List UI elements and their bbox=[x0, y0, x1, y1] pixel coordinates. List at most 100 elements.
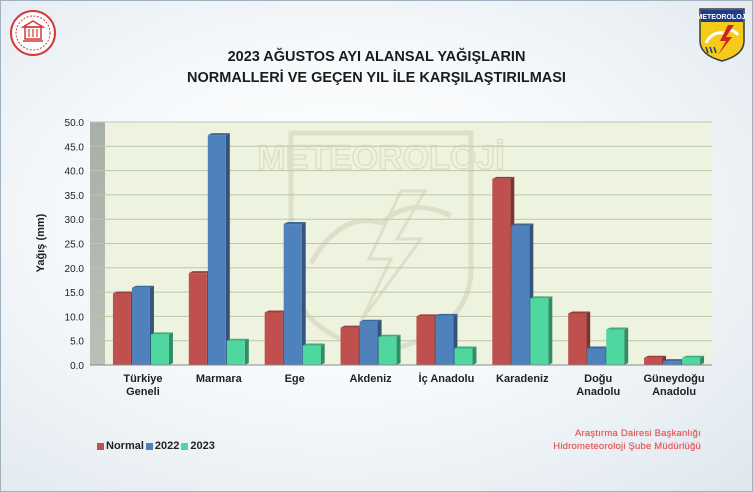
x-tick-label: Karadeniz bbox=[496, 373, 549, 385]
bar-2023-7 bbox=[682, 357, 701, 365]
bar-side bbox=[396, 334, 401, 365]
bar-normal-0 bbox=[112, 293, 131, 365]
x-tick-label: Doğu bbox=[584, 373, 612, 385]
legend-label: 2022 bbox=[154, 440, 180, 452]
bar-2023-5 bbox=[530, 298, 549, 365]
y-tick-label: 45.0 bbox=[65, 142, 85, 153]
y-tick-label: 5.0 bbox=[70, 337, 84, 348]
bar-top bbox=[302, 343, 325, 346]
bar-normal-4 bbox=[416, 316, 435, 365]
y-tick-label: 0.0 bbox=[70, 361, 84, 372]
bar-top bbox=[378, 334, 401, 337]
watermark-text: METEOROLOJİ bbox=[257, 139, 504, 177]
bar-top bbox=[283, 222, 306, 225]
legend-label: Normal bbox=[106, 440, 144, 452]
bar-top bbox=[587, 346, 610, 349]
logo-right-text: METEOROLOJİ bbox=[698, 13, 746, 21]
meteoroloji-logo: METEOROLOJİ bbox=[698, 8, 746, 62]
x-tick-label: Anadolu bbox=[576, 386, 620, 398]
bar-top bbox=[359, 319, 382, 322]
bar-2022-6 bbox=[587, 348, 606, 365]
legend-item-2022: 2022 bbox=[145, 440, 180, 452]
bar-side bbox=[301, 222, 306, 365]
legend-label: 2023 bbox=[190, 440, 215, 452]
bar-top bbox=[454, 346, 477, 349]
bar-top bbox=[435, 313, 458, 316]
bar-side bbox=[244, 338, 249, 365]
bar-normal-6 bbox=[568, 313, 587, 365]
bar-side bbox=[700, 355, 705, 365]
bar-normal-7 bbox=[644, 357, 663, 365]
bar-2022-2 bbox=[283, 224, 302, 365]
x-tick-label: Anadolu bbox=[652, 386, 696, 398]
y-tick-label: 30.0 bbox=[65, 215, 85, 226]
legend-swatch bbox=[97, 442, 104, 450]
footer-branch: Hidrometeoroloji Şube Müdürlüğü bbox=[553, 441, 701, 452]
x-tick-label: Güneydoğu bbox=[644, 373, 705, 385]
bar-2022-0 bbox=[131, 287, 150, 365]
bar-top bbox=[416, 314, 439, 317]
chart-title-line1: 2023 AĞUSTOS AYI ALANSAL YAĞIŞLARIN bbox=[227, 49, 526, 65]
bar-side bbox=[548, 296, 553, 365]
legend-swatch bbox=[145, 442, 153, 450]
bar-2023-1 bbox=[226, 340, 245, 365]
footer-department: Araştırma Dairesi Başkanlığı bbox=[575, 428, 701, 439]
y-tick-label: 40.0 bbox=[65, 167, 85, 178]
bar-2023-4 bbox=[454, 348, 473, 365]
x-tick-label: Türkiye bbox=[123, 373, 162, 385]
bar-top bbox=[264, 310, 287, 313]
bar-top bbox=[492, 176, 515, 179]
bar-top bbox=[606, 327, 629, 330]
chart-title-line2: NORMALLERİ VE GEÇEN YIL İLE KARŞILAŞTIRI… bbox=[187, 70, 566, 86]
bar-2022-3 bbox=[359, 321, 378, 365]
y-axis-label: Yağış (mm) bbox=[35, 213, 47, 272]
bar-top bbox=[511, 223, 534, 226]
bar-side bbox=[472, 346, 477, 365]
x-tick-label: Ege bbox=[285, 373, 305, 385]
legend-item-normal: Normal bbox=[97, 440, 144, 452]
bar-normal-5 bbox=[492, 178, 511, 365]
ministry-logo bbox=[10, 10, 56, 56]
bar-2022-5 bbox=[511, 225, 530, 365]
y-tick-label: 50.0 bbox=[65, 118, 85, 129]
x-tick-label: Akdeniz bbox=[349, 373, 392, 385]
y-tick-label: 35.0 bbox=[65, 191, 85, 202]
bar-top bbox=[682, 355, 705, 358]
bar-top bbox=[530, 296, 553, 299]
bar-normal-1 bbox=[188, 273, 207, 365]
bar-top bbox=[226, 338, 249, 341]
bar-top bbox=[188, 271, 211, 274]
bar-side bbox=[320, 343, 325, 365]
bar-top bbox=[340, 325, 363, 328]
bar-2023-0 bbox=[150, 334, 169, 365]
bar-top bbox=[644, 355, 667, 358]
bar-2022-7 bbox=[663, 361, 682, 365]
bar-top bbox=[131, 285, 154, 288]
x-tick-label: İç Anadolu bbox=[419, 372, 475, 385]
bar-2023-3 bbox=[378, 336, 397, 365]
bar-2022-4 bbox=[435, 315, 454, 365]
legend-swatch bbox=[181, 442, 189, 450]
bar-side bbox=[168, 332, 173, 365]
y-tick-label: 25.0 bbox=[65, 240, 85, 251]
x-tick-label: Geneli bbox=[126, 386, 160, 398]
bar-2023-2 bbox=[302, 345, 321, 365]
bar-top bbox=[150, 332, 173, 335]
y-tick-label: 10.0 bbox=[65, 312, 85, 323]
bar-top bbox=[207, 133, 230, 136]
bar-top bbox=[663, 359, 686, 362]
bar-side bbox=[624, 327, 629, 365]
chart-legend: Normal 2022 2023 bbox=[97, 440, 217, 452]
legend-item-2023: 2023 bbox=[181, 440, 215, 452]
bar-top bbox=[112, 291, 135, 294]
bar-side bbox=[225, 133, 230, 365]
bar-2023-6 bbox=[606, 329, 625, 365]
x-tick-label: Marmara bbox=[196, 373, 243, 385]
bar-normal-2 bbox=[264, 312, 283, 365]
y-tick-label: 20.0 bbox=[65, 264, 85, 275]
bar-normal-3 bbox=[340, 327, 359, 365]
y-tick-label: 15.0 bbox=[65, 288, 85, 299]
bar-2022-1 bbox=[207, 135, 226, 365]
